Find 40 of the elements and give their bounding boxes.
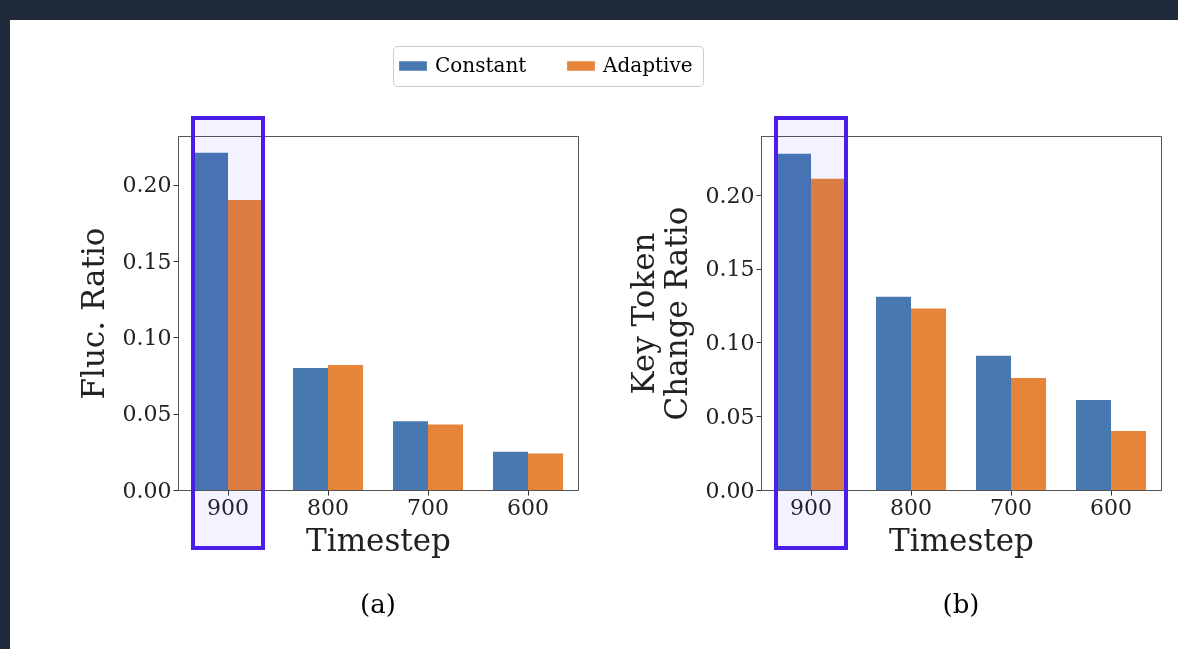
y-tick-label: 0.05: [122, 401, 172, 427]
x-tick-label: 800: [890, 494, 932, 520]
y-tick-label: 0.15: [705, 256, 755, 282]
bar: [393, 421, 428, 490]
bar: [911, 308, 946, 490]
y-tick-label: 0.15: [122, 248, 172, 274]
bar: [1011, 377, 1046, 490]
x-tick-label: 900: [207, 494, 249, 520]
y-axis-title: Fluc. Ratio: [74, 227, 111, 400]
x-tick-label: 600: [507, 494, 549, 520]
bar: [811, 178, 846, 490]
x-tick-label: 700: [407, 494, 449, 520]
bar: [1076, 400, 1111, 490]
x-axis-title: Timestep: [889, 521, 1034, 558]
y-tick-label: 0.05: [705, 403, 755, 429]
text: (a): [360, 589, 396, 619]
x-tick-label: 600: [1090, 494, 1132, 520]
bar: [293, 367, 328, 490]
y-tick-label: 0.00: [122, 477, 172, 503]
bar: [493, 451, 528, 490]
bar: [876, 296, 911, 490]
bar: [528, 453, 563, 490]
bar: [976, 355, 1011, 490]
text: (b): [942, 589, 980, 619]
y-axis-title: Key Token Change Ratio: [624, 206, 694, 421]
y-tick-label: 0.20: [122, 172, 172, 198]
legend-label: Constant: [435, 53, 527, 77]
bar: [228, 200, 263, 490]
y-tick-label: 0.00: [705, 477, 755, 503]
bar: [328, 364, 363, 490]
x-tick-label: 800: [307, 494, 349, 520]
x-tick-label: 900: [790, 494, 832, 520]
bar: [1111, 431, 1146, 490]
y-tick-label: 0.10: [705, 330, 755, 355]
legend-label: Adaptive: [602, 53, 693, 77]
x-axis-title: Timestep: [306, 521, 451, 558]
y-tick-label: 0.20: [705, 182, 755, 208]
bar: [428, 424, 463, 490]
x-tick-label: 700: [990, 494, 1032, 520]
y-tick-label: 0.10: [122, 324, 172, 350]
